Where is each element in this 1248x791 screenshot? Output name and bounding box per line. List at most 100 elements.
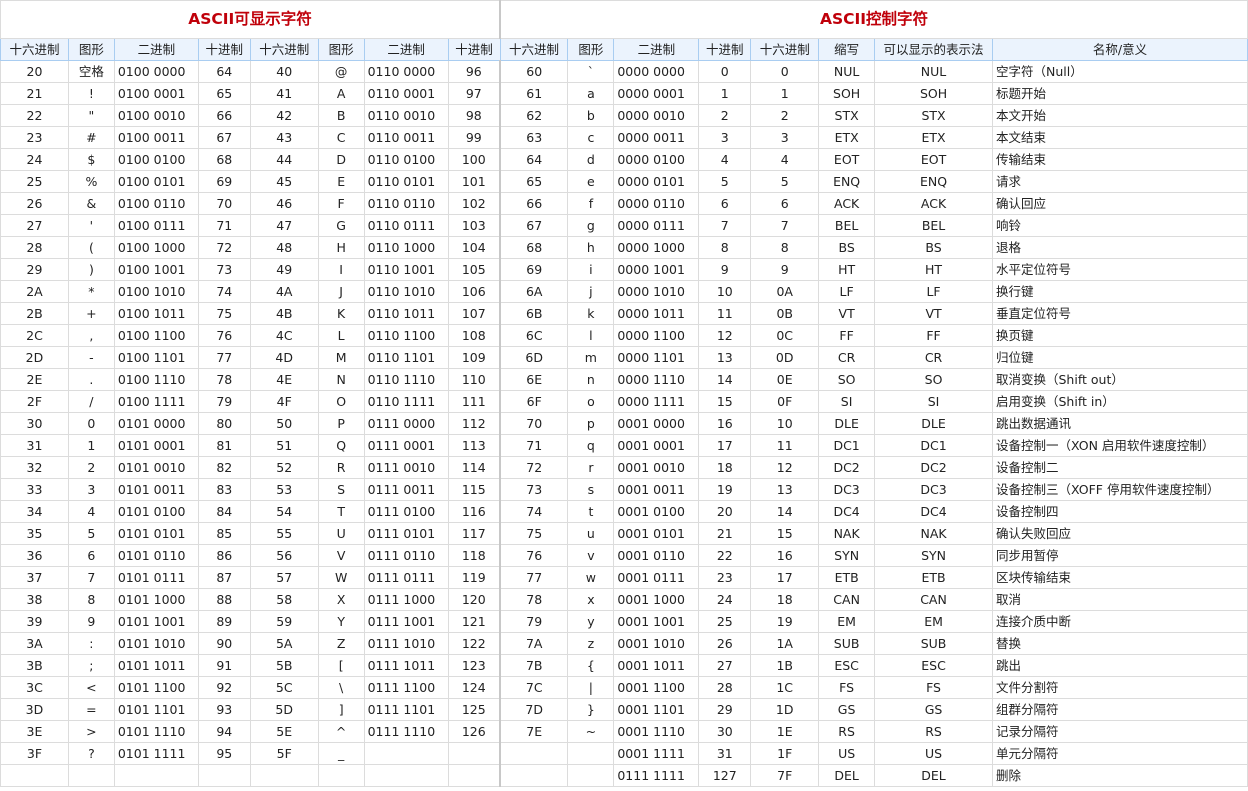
dec-cell[interactable]: 28 [698,676,752,699]
hex-cell[interactable]: 51 [249,434,319,457]
glyph-cell[interactable]: A [317,82,365,105]
glyph-cell[interactable]: g [567,214,615,237]
hex-cell[interactable]: 4F [249,390,319,413]
dec-cell[interactable]: 85 [197,522,251,545]
bin-cell[interactable]: 0111 1000 [363,588,449,611]
glyph-cell[interactable]: / [67,390,115,413]
dec-cell[interactable]: 91 [197,654,251,677]
name-cell[interactable]: 换行键 [992,280,1248,303]
dec-cell[interactable]: 70 [197,192,251,215]
abbr-cell[interactable]: ETX [818,126,876,149]
hex-cell[interactable]: 6F [499,390,569,413]
bin-cell[interactable]: 0100 0000 [113,60,199,83]
hex-cell[interactable] [249,764,319,787]
hex-cell[interactable]: 3A [0,632,69,655]
dec-cell[interactable]: 18 [698,456,752,479]
bin-cell[interactable] [363,742,449,765]
dec-cell[interactable]: 9 [698,258,752,281]
hex-cell[interactable]: 16 [750,544,820,567]
dec-cell[interactable]: 26 [698,632,752,655]
bin-cell[interactable]: 0110 0100 [363,148,449,171]
dec-cell[interactable]: 74 [197,280,251,303]
hex-cell[interactable]: 1C [750,676,820,699]
hex-cell[interactable]: 30 [0,412,69,435]
glyph-cell[interactable]: z [567,632,615,655]
glyph-cell[interactable]: N [317,368,365,391]
printable-repr-cell[interactable]: FF [874,324,993,347]
bin-cell[interactable]: 0100 1000 [113,236,199,259]
glyph-cell[interactable]: X [317,588,365,611]
printable-repr-cell[interactable]: ETX [874,126,993,149]
dec-cell[interactable]: 1 [698,82,752,105]
abbr-cell[interactable]: RS [818,720,876,743]
glyph-cell[interactable]: * [67,280,115,303]
hex-cell[interactable]: 39 [0,610,69,633]
glyph-cell[interactable]: ? [67,742,115,765]
abbr-cell[interactable]: DC3 [818,478,876,501]
printable-repr-cell[interactable]: HT [874,258,993,281]
hex-cell[interactable]: 21 [0,82,69,105]
name-cell[interactable]: 确认回应 [992,192,1248,215]
hex-cell[interactable]: 4C [249,324,319,347]
hex-cell[interactable] [0,764,69,787]
bin-cell[interactable]: 0111 0101 [363,522,449,545]
abbr-cell[interactable]: BS [818,236,876,259]
hex-cell[interactable] [499,764,569,787]
glyph-cell[interactable]: V [317,544,365,567]
glyph-cell[interactable]: 4 [67,500,115,523]
printable-repr-cell[interactable]: CR [874,346,993,369]
name-cell[interactable]: 设备控制一（XON 启用软件速度控制） [992,434,1248,457]
bin-cell[interactable]: 0111 0010 [363,456,449,479]
bin-cell[interactable]: 0101 1110 [113,720,199,743]
bin-cell[interactable]: 0100 1010 [113,280,199,303]
bin-cell[interactable]: 0001 1101 [613,698,700,721]
hex-cell[interactable]: 34 [0,500,69,523]
bin-cell[interactable]: 0000 0111 [613,214,700,237]
dec-cell[interactable]: 65 [197,82,251,105]
name-cell[interactable]: 文件分割符 [992,676,1248,699]
dec-cell[interactable]: 68 [197,148,251,171]
hex-cell[interactable]: 7E [499,720,569,743]
dec-cell[interactable]: 15 [698,390,752,413]
bin-cell[interactable]: 0000 1001 [613,258,700,281]
dec-cell[interactable]: 96 [447,60,501,83]
hex-cell[interactable]: 65 [499,170,569,193]
hex-cell[interactable]: 1 [750,82,820,105]
bin-cell[interactable] [363,764,449,787]
dec-cell[interactable]: 99 [447,126,501,149]
hex-cell[interactable]: 62 [499,104,569,127]
dec-cell[interactable]: 126 [447,720,501,743]
dec-cell[interactable]: 6 [698,192,752,215]
bin-cell[interactable]: 0101 0001 [113,434,199,457]
dec-cell[interactable]: 14 [698,368,752,391]
bin-cell[interactable]: 0100 0111 [113,214,199,237]
glyph-cell[interactable]: ^ [317,720,365,743]
bin-cell[interactable]: 0110 1010 [363,280,449,303]
bin-cell[interactable]: 0101 1101 [113,698,199,721]
hex-cell[interactable] [499,742,569,765]
printable-repr-cell[interactable]: SOH [874,82,993,105]
abbr-cell[interactable]: CAN [818,588,876,611]
hex-cell[interactable]: 37 [0,566,69,589]
glyph-cell[interactable]: 7 [67,566,115,589]
abbr-cell[interactable]: DEL [818,764,876,787]
dec-cell[interactable]: 27 [698,654,752,677]
dec-cell[interactable]: 24 [698,588,752,611]
bin-cell[interactable]: 0111 1001 [363,610,449,633]
dec-cell[interactable]: 109 [447,346,501,369]
hex-cell[interactable]: 6D [499,346,569,369]
bin-cell[interactable]: 0000 1000 [613,236,700,259]
hex-cell[interactable]: 0D [750,346,820,369]
dec-cell[interactable]: 78 [197,368,251,391]
glyph-cell[interactable]: L [317,324,365,347]
glyph-cell[interactable]: e [567,170,615,193]
bin-cell[interactable]: 0101 0011 [113,478,199,501]
abbr-cell[interactable]: VT [818,302,876,325]
name-cell[interactable]: 确认失败回应 [992,522,1248,545]
abbr-cell[interactable]: FF [818,324,876,347]
glyph-cell[interactable]: r [567,456,615,479]
name-cell[interactable]: 归位键 [992,346,1248,369]
glyph-cell[interactable]: n [567,368,615,391]
bin-cell[interactable]: 0001 0000 [613,412,700,435]
printable-repr-cell[interactable]: BEL [874,214,993,237]
